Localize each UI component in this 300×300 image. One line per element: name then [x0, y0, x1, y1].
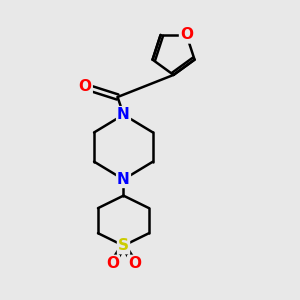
Text: O: O — [79, 79, 92, 94]
Text: N: N — [117, 107, 130, 122]
Text: N: N — [117, 172, 130, 187]
Text: S: S — [118, 238, 129, 253]
Text: O: O — [106, 256, 119, 271]
Text: O: O — [128, 256, 141, 271]
Text: O: O — [180, 28, 193, 43]
